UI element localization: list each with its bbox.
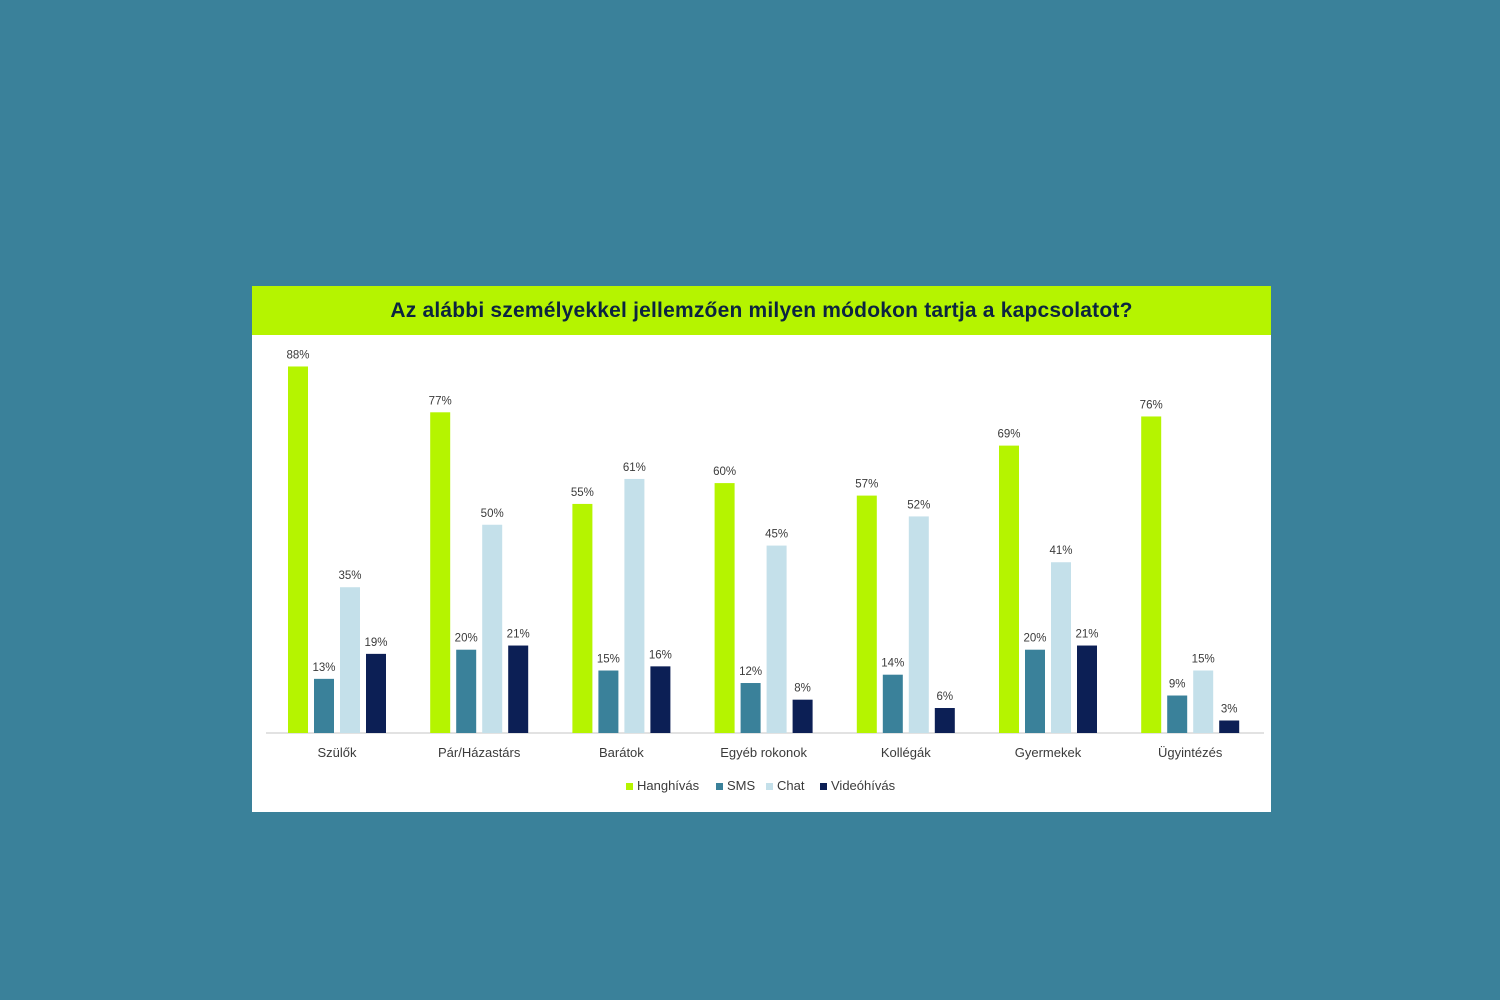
- bar-szulok-hanghivas: [288, 366, 308, 733]
- category-label-baratok: Barátok: [599, 745, 644, 760]
- data-label-egyeb-rokonok-hanghivas: 60%: [713, 466, 736, 478]
- data-label-gyermekek-sms: 20%: [1023, 633, 1046, 645]
- bar-par-hazastars-hanghivas: [430, 412, 451, 733]
- data-label-baratok-sms: 15%: [597, 654, 620, 666]
- data-label-baratok-hanghivas: 55%: [571, 487, 594, 499]
- chart-title: Az alábbi személyekkel jellemzően milyen…: [390, 298, 1133, 322]
- data-label-baratok-videohivas: 16%: [649, 649, 672, 661]
- bar-par-hazastars-chat: [482, 524, 503, 733]
- bar-szulok-chat: [340, 587, 360, 733]
- bar-ugyintezes-videohivas: [1219, 720, 1240, 733]
- category-label-ugyintezes: Ügyintézés: [1158, 745, 1223, 760]
- bar-gyermekek-chat: [1051, 562, 1071, 733]
- data-label-kollegak-hanghivas: 57%: [855, 479, 878, 491]
- bar-gyermekek-videohivas: [1077, 645, 1097, 733]
- bar-szulok-videohivas: [366, 653, 386, 733]
- data-label-szulok-sms: 13%: [312, 662, 335, 674]
- data-label-par-hazastars-videohivas: 21%: [507, 629, 530, 641]
- data-label-ugyintezes-chat: 15%: [1192, 654, 1215, 666]
- data-label-ugyintezes-hanghivas: 76%: [1140, 399, 1163, 411]
- bar-ugyintezes-hanghivas: [1141, 416, 1162, 733]
- bar-egyeb-rokonok-videohivas: [792, 699, 813, 733]
- data-label-egyeb-rokonok-videohivas: 8%: [794, 683, 811, 695]
- bar-par-hazastars-sms: [456, 649, 477, 733]
- data-label-szulok-chat: 35%: [338, 570, 361, 582]
- chart-card: 88% 13% 35% 19% Szülők 77% 20% 50% 21% Pár/Házast…: [252, 286, 1271, 812]
- category-label-szulok: Szülők: [317, 745, 357, 760]
- data-label-baratok-chat: 61%: [623, 462, 646, 474]
- legend-swatch-hanghivas: [626, 783, 633, 790]
- data-label-par-hazastars-hanghivas: 77%: [429, 395, 452, 407]
- title-band: Az alábbi személyekkel jellemzően milyen…: [252, 286, 1271, 335]
- category-label-egyeb-rokonok: Egyéb rokonok: [720, 745, 807, 760]
- bar-ugyintezes-sms: [1167, 695, 1188, 733]
- bar-kollegak-sms: [882, 674, 903, 733]
- bar-gyermekek-sms: [1025, 649, 1045, 733]
- bar-baratok-sms: [598, 670, 619, 733]
- category-label-kollegak: Kollégák: [881, 745, 931, 760]
- category-label-gyermekek: Gyermekek: [1015, 745, 1082, 760]
- bar-ugyintezes-chat: [1193, 670, 1214, 733]
- data-label-szulok-videohivas: 19%: [364, 637, 387, 649]
- data-label-ugyintezes-videohivas: 3%: [1221, 704, 1238, 716]
- bar-baratok-chat: [624, 478, 645, 733]
- legend-swatch-chat: [766, 783, 773, 790]
- data-label-egyeb-rokonok-sms: 12%: [739, 666, 762, 678]
- data-label-szulok-hanghivas: 88%: [286, 349, 309, 361]
- bar-egyeb-rokonok-sms: [740, 683, 761, 733]
- data-label-kollegak-sms: 14%: [881, 658, 904, 670]
- data-label-gyermekek-chat: 41%: [1049, 545, 1072, 557]
- legend-label-sms: SMS: [727, 778, 756, 793]
- legend-swatch-sms: [716, 783, 723, 790]
- bar-par-hazastars-videohivas: [508, 645, 529, 733]
- data-label-par-hazastars-sms: 20%: [455, 633, 478, 645]
- legend-swatch-videohivas: [820, 783, 827, 790]
- bar-egyeb-rokonok-chat: [766, 545, 787, 733]
- legend-label-chat: Chat: [777, 778, 805, 793]
- data-label-ugyintezes-sms: 9%: [1169, 679, 1186, 691]
- data-label-par-hazastars-chat: 50%: [481, 508, 504, 520]
- bar-kollegak-videohivas: [934, 708, 955, 733]
- bar-szulok-sms: [314, 678, 334, 733]
- data-label-kollegak-videohivas: 6%: [936, 691, 953, 703]
- bar-egyeb-rokonok-hanghivas: [714, 483, 735, 733]
- data-label-gyermekek-videohivas: 21%: [1075, 629, 1098, 641]
- bar-baratok-videohivas: [650, 666, 671, 733]
- category-label-par-hazastars: Pár/Házastárs: [438, 745, 521, 760]
- bar-kollegak-chat: [908, 516, 929, 733]
- bar-gyermekek-hanghivas: [999, 445, 1019, 733]
- data-label-kollegak-chat: 52%: [907, 499, 930, 511]
- data-label-gyermekek-hanghivas: 69%: [997, 429, 1020, 441]
- bar-kollegak-hanghivas: [856, 495, 877, 733]
- bar-chart: 88% 13% 35% 19% Szülők 77% 20% 50% 21% Pár/Házast…: [266, 349, 1264, 793]
- data-label-egyeb-rokonok-chat: 45%: [765, 529, 788, 541]
- legend-label-hanghivas: Hanghívás: [637, 778, 700, 793]
- bar-baratok-hanghivas: [572, 503, 593, 733]
- legend-label-videohivas: Videóhívás: [831, 778, 896, 793]
